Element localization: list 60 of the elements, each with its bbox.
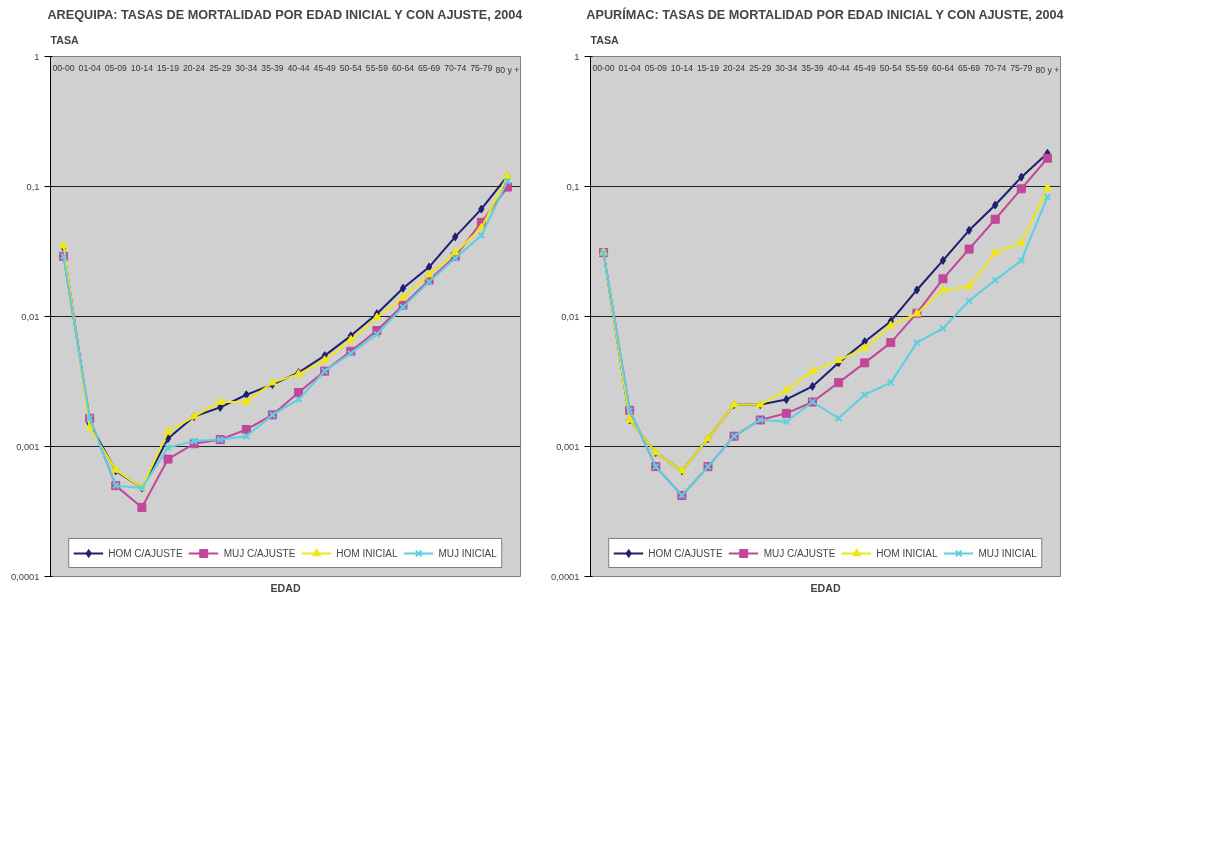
x-tick-label: 50-54: [339, 62, 363, 73]
y-tick-label: 0,001: [16, 441, 40, 452]
x-tick-label: 50-54: [879, 62, 903, 73]
x-axis-title: EDAD: [810, 581, 841, 594]
y-tick-label: 0,1: [566, 181, 580, 192]
x-tick-label: 65-69: [958, 62, 981, 73]
y-tick-label: 0,01: [21, 311, 40, 322]
y-tick-label: 1: [574, 51, 580, 62]
x-tick-label: 75-79: [470, 62, 493, 73]
x-tick-label: 01-04: [618, 62, 641, 73]
x-tick-label: 70-74: [984, 62, 1007, 73]
x-tick-label: 80 y +: [495, 64, 520, 75]
y-tick-label: 1: [34, 51, 40, 62]
x-tick-label: 25-29: [209, 62, 232, 73]
y-tick-label: 0,0001: [550, 571, 580, 582]
x-tick-label: 45-49: [313, 62, 336, 73]
x-tick-label: 70-74: [444, 62, 467, 73]
x-tick-label: 45-49: [853, 62, 876, 73]
legend-label: MUJ C/AJUSTE: [763, 547, 836, 559]
x-tick-label: 01-04: [78, 62, 101, 73]
x-tick-label: 40-44: [287, 62, 310, 73]
x-tick-label: 10-14: [130, 62, 154, 73]
x-tick-label: 20-24: [183, 62, 206, 73]
x-tick-label: 65-69: [418, 62, 441, 73]
x-tick-label: 75-79: [1010, 62, 1033, 73]
legend-label: HOM INICIAL: [876, 547, 938, 559]
y-tick-label: 0,0001: [10, 571, 40, 582]
legend-label: HOM INICIAL: [336, 547, 398, 559]
x-axis-title: EDAD: [270, 581, 301, 594]
legend-label: HOM C/AJUSTE: [108, 547, 183, 559]
y-axis-title: TASA: [590, 33, 620, 46]
x-tick-label: 10-14: [670, 62, 694, 73]
legend-label: MUJ INICIAL: [978, 547, 1037, 559]
x-tick-label: 20-24: [723, 62, 746, 73]
x-tick-label: 30-34: [775, 62, 798, 73]
y-tick-label: 0,1: [26, 181, 40, 192]
x-tick-label: 25-29: [749, 62, 772, 73]
x-tick-label: 35-39: [261, 62, 284, 73]
x-tick-label: 15-19: [696, 62, 720, 73]
x-tick-label: 35-39: [801, 62, 824, 73]
x-tick-label: 80 y +: [1035, 64, 1060, 75]
x-tick-label: 60-64: [931, 62, 955, 73]
legend-label: MUJ C/AJUSTE: [223, 547, 296, 559]
y-tick-label: 0,001: [556, 441, 580, 452]
x-tick-label: 15-19: [156, 62, 180, 73]
x-tick-label: 05-09: [644, 62, 668, 73]
chart-title: AREQUIPA: TASAS DE MORTALIDAD POR EDAD INICIAL Y CON AJUSTE, 2004: [47, 7, 523, 22]
x-tick-label: 05-09: [104, 62, 128, 73]
y-axis-title: TASA: [50, 33, 80, 46]
x-tick-label: 60-64: [391, 62, 415, 73]
x-tick-label: 00-00: [52, 62, 75, 73]
y-tick-label: 0,01: [561, 311, 580, 322]
x-tick-label: 55-59: [905, 62, 929, 73]
legend-label: MUJ INICIAL: [438, 547, 497, 559]
chart-title: APURÍMAC: TASAS DE MORTALIDAD POR EDAD INICIAL Y CON AJUSTE, 2004: [586, 6, 1064, 22]
x-tick-label: 40-44: [827, 62, 850, 73]
x-tick-label: 00-00: [592, 62, 615, 73]
legend-label: HOM C/AJUSTE: [648, 547, 723, 559]
x-tick-label: 55-59: [365, 62, 389, 73]
x-tick-label: 30-34: [235, 62, 258, 73]
